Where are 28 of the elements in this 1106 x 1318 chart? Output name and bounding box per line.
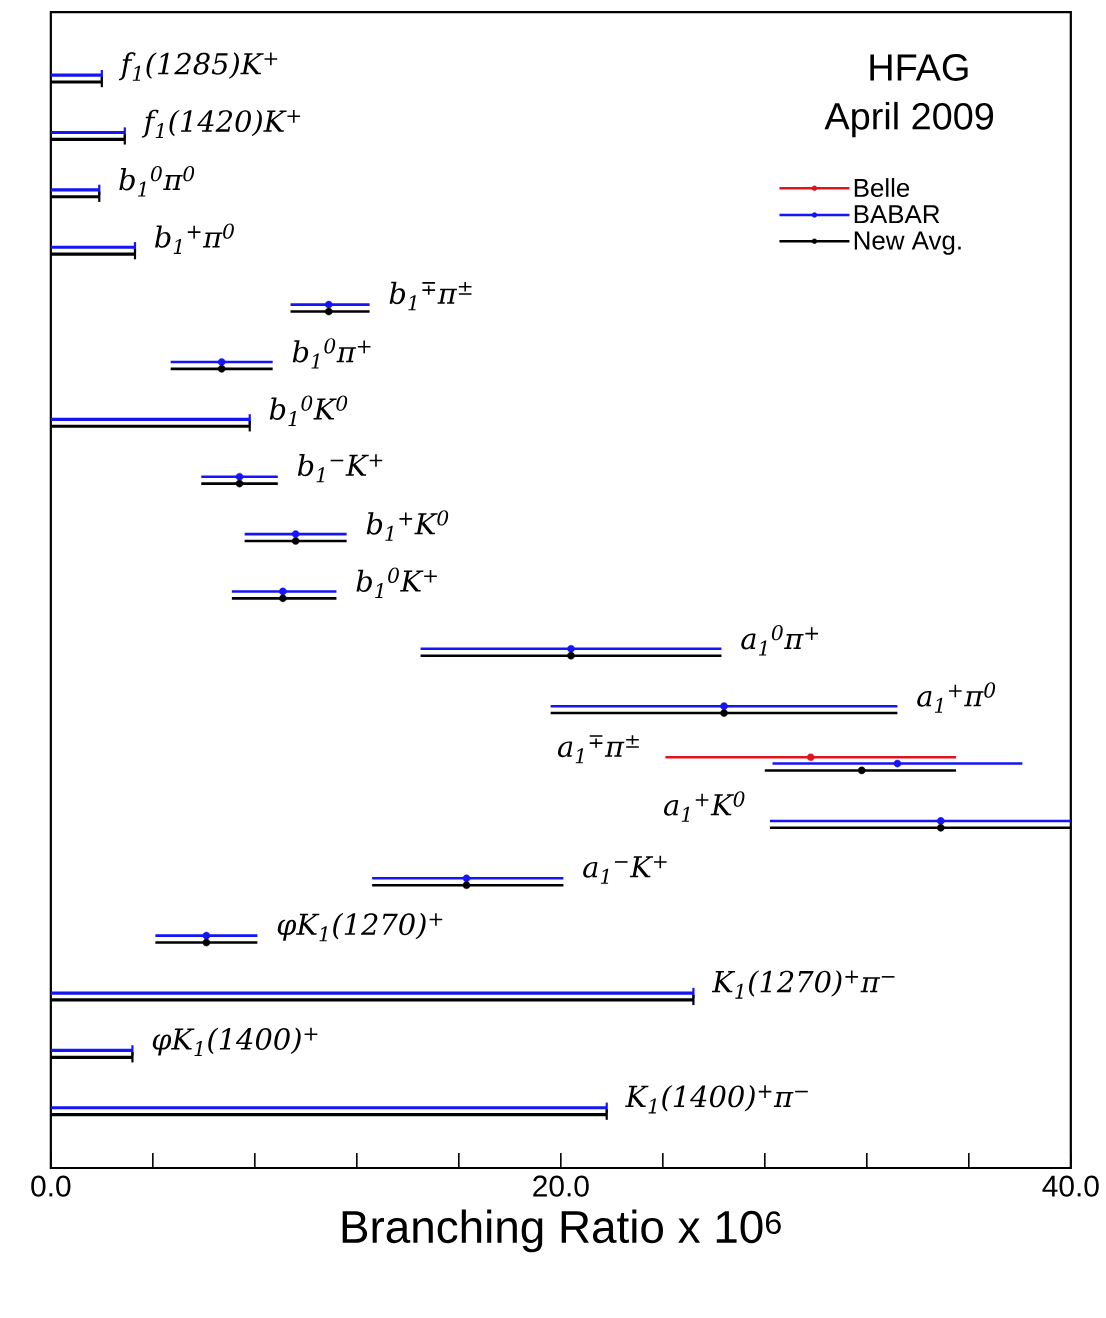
legend-label: Belle xyxy=(854,178,910,198)
y-tick-label: a$_{1}$$^{−}$K$^{+}$ xyxy=(583,855,667,884)
y-tick-label: K$_{1}$(1270)$^{+}$π$^{−}$ xyxy=(711,970,895,999)
y-tick-label: φK$_{1}$(1400)$^{+}$ xyxy=(152,1027,318,1057)
y-tick-label: b$_{1}$$^{+}$π$^{0}$ xyxy=(155,223,234,254)
y-tick-label: a$_{1}$$^{0}$π$^{+}$ xyxy=(741,624,819,656)
y-tick-label: f$_{1}$(1420)K$^{+}$ xyxy=(141,109,301,139)
y-tick-label: φK$_{1}$(1270)$^{+}$ xyxy=(277,912,443,942)
legend-label: BABAR xyxy=(854,205,940,224)
y-tick-label: a$_{1}$$^{∓}$π$^{±}$ xyxy=(558,735,639,764)
legend-label: New Avg. xyxy=(854,231,961,255)
text: April 2009 xyxy=(824,101,994,138)
y-tick-label: f$_{1}$(1285)K$^{+}$ xyxy=(118,52,278,81)
y-tick-label: K$_{1}$(1400)$^{+}$π$^{−}$ xyxy=(625,1084,808,1114)
x-tick-label: 20.0 xyxy=(533,1175,589,1197)
y-tick-label: b$_{1}$$^{0}$π$^{+}$ xyxy=(292,338,371,369)
y-tick-label: b$_{1}$$^{−}$K$^{+}$ xyxy=(297,453,383,483)
text: HFAG xyxy=(870,54,968,81)
x-tick-label: 0.0 xyxy=(31,1175,71,1197)
y-tick-label: a$_{1}$$^{+}$π$^{0}$ xyxy=(917,682,996,713)
y-tick-label: b$_{1}$$^{0}$K$^{0}$ xyxy=(269,395,348,426)
x-tick-label: 40.0 xyxy=(1042,1175,1099,1197)
y-tick-label: b$_{1}$$^{0}$π$^{0}$ xyxy=(119,166,195,197)
y-tick-label: b$_{1}$$^{∓}$π$^{±}$ xyxy=(389,281,472,311)
y-tick-label: a$_{1}$$^{+}$K$^{0}$ xyxy=(664,791,745,822)
x-axis-title: Branching Ratio x 10$^{6}$ xyxy=(342,1209,781,1253)
y-tick-label: b$_{1}$$^{0}$K$^{+}$ xyxy=(356,567,437,599)
y-tick-label: b$_{1}$$^{+}$K$^{0}$ xyxy=(366,510,449,541)
